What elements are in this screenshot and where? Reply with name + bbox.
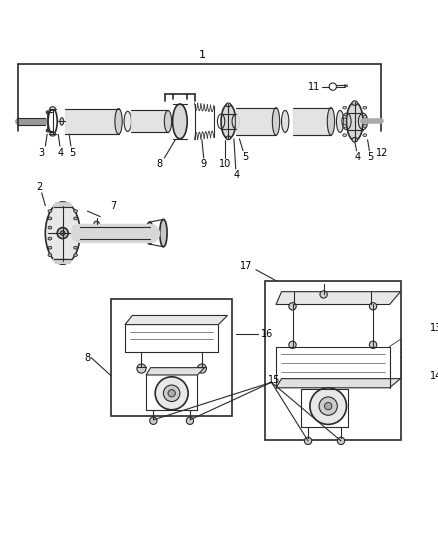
Text: 4: 4 — [233, 171, 240, 180]
Ellipse shape — [173, 104, 187, 139]
Text: 11: 11 — [308, 82, 320, 92]
Polygon shape — [53, 259, 72, 263]
Ellipse shape — [343, 116, 346, 118]
Ellipse shape — [343, 134, 346, 136]
Polygon shape — [276, 292, 400, 304]
Circle shape — [137, 364, 146, 373]
Text: 5: 5 — [69, 148, 75, 158]
Polygon shape — [125, 316, 227, 325]
Circle shape — [320, 291, 327, 298]
Ellipse shape — [48, 217, 52, 220]
Ellipse shape — [48, 237, 52, 240]
Text: 16: 16 — [261, 329, 274, 339]
Ellipse shape — [115, 109, 122, 134]
Polygon shape — [53, 203, 72, 207]
Ellipse shape — [327, 108, 335, 135]
Ellipse shape — [48, 246, 52, 249]
Ellipse shape — [48, 254, 52, 256]
Ellipse shape — [45, 202, 80, 264]
Text: 10: 10 — [219, 159, 231, 169]
Ellipse shape — [363, 125, 367, 127]
Ellipse shape — [60, 231, 65, 236]
Text: 4: 4 — [354, 152, 360, 162]
Circle shape — [310, 388, 346, 424]
Ellipse shape — [124, 111, 131, 132]
Text: 5: 5 — [242, 152, 248, 162]
Text: 8: 8 — [157, 159, 163, 169]
Ellipse shape — [48, 210, 52, 213]
Polygon shape — [276, 378, 400, 388]
Ellipse shape — [221, 104, 236, 139]
Ellipse shape — [226, 103, 231, 107]
Text: 12: 12 — [376, 148, 389, 158]
Text: 1: 1 — [198, 50, 205, 60]
Ellipse shape — [164, 110, 172, 132]
Ellipse shape — [74, 237, 78, 240]
Circle shape — [369, 303, 377, 310]
Bar — [265, 281, 400, 440]
Text: 14: 14 — [430, 371, 438, 381]
Ellipse shape — [46, 129, 50, 132]
Ellipse shape — [282, 110, 289, 132]
Bar — [111, 299, 232, 416]
Ellipse shape — [57, 228, 68, 239]
Ellipse shape — [343, 125, 346, 127]
Circle shape — [289, 303, 296, 310]
Ellipse shape — [146, 222, 153, 244]
Ellipse shape — [50, 107, 55, 110]
Circle shape — [197, 364, 206, 373]
Ellipse shape — [160, 220, 167, 247]
Circle shape — [186, 417, 194, 424]
Text: 5: 5 — [367, 152, 374, 162]
Text: 17: 17 — [240, 261, 252, 271]
Circle shape — [304, 437, 312, 445]
Circle shape — [150, 417, 157, 424]
Circle shape — [155, 377, 188, 410]
Ellipse shape — [74, 254, 78, 256]
Circle shape — [325, 402, 332, 410]
Ellipse shape — [363, 134, 367, 136]
Ellipse shape — [74, 246, 78, 249]
Ellipse shape — [363, 116, 367, 118]
Ellipse shape — [363, 106, 367, 109]
Ellipse shape — [352, 138, 357, 142]
Ellipse shape — [346, 102, 363, 141]
Circle shape — [319, 397, 337, 415]
Circle shape — [337, 437, 345, 445]
Text: 7: 7 — [110, 200, 116, 211]
Text: 13: 13 — [430, 324, 438, 333]
Circle shape — [168, 390, 175, 397]
Ellipse shape — [60, 118, 64, 125]
Ellipse shape — [50, 132, 55, 136]
Text: 3: 3 — [39, 148, 45, 158]
Circle shape — [369, 341, 377, 349]
Ellipse shape — [74, 210, 78, 213]
Ellipse shape — [343, 106, 346, 109]
Ellipse shape — [352, 101, 357, 106]
Ellipse shape — [74, 226, 78, 229]
Circle shape — [94, 221, 99, 227]
Circle shape — [289, 341, 296, 349]
Ellipse shape — [46, 111, 50, 114]
Text: 8: 8 — [85, 353, 91, 362]
Ellipse shape — [48, 226, 52, 229]
Text: 9: 9 — [201, 159, 207, 169]
Ellipse shape — [336, 110, 344, 132]
Polygon shape — [146, 368, 205, 375]
Text: 2: 2 — [37, 182, 43, 192]
Circle shape — [163, 385, 180, 401]
Ellipse shape — [226, 136, 231, 140]
Ellipse shape — [272, 108, 280, 135]
Ellipse shape — [74, 217, 78, 220]
Text: 4: 4 — [58, 148, 64, 158]
Text: 15: 15 — [268, 375, 280, 384]
